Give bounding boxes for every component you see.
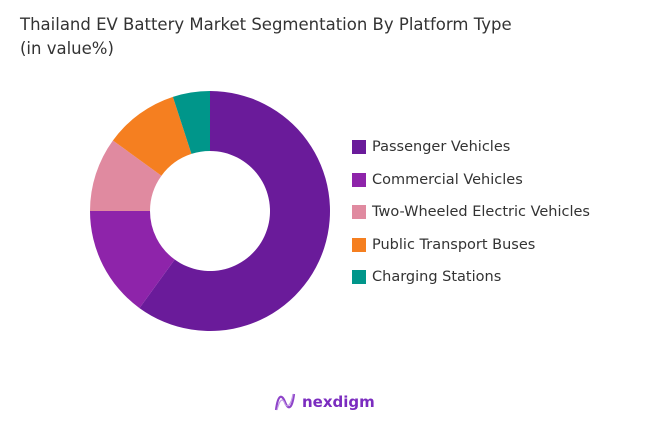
slice-charging-stations: [172, 91, 210, 154]
legend-label: Public Transport Buses: [372, 236, 536, 253]
chart-title: Thailand EV Battery Market Segmentation …: [20, 13, 512, 61]
legend-item: Public Transport Buses: [352, 229, 590, 262]
legend-swatch: [352, 172, 366, 187]
legend: Passenger Vehicles Commercial Vehicles Two…: [352, 131, 590, 294]
legend-swatch: [352, 237, 366, 252]
legend-swatch: [352, 140, 366, 155]
slice-commercial-vehicles: [90, 211, 175, 309]
slice-public-transport-buses: [112, 96, 192, 176]
legend-swatch: [352, 205, 366, 220]
title-text: Thailand EV Battery Market Segmentation …: [20, 15, 512, 34]
legend-item: Charging Stations: [352, 261, 590, 294]
logo-text: nexdigm: [302, 393, 375, 411]
logo-icon: [274, 393, 296, 411]
subtitle-text: (in value%): [20, 39, 114, 58]
legend-item: Passenger Vehicles: [352, 131, 590, 164]
slice-two-wheeled-electric-vehicles: [90, 140, 162, 211]
legend-label: Commercial Vehicles: [372, 171, 523, 188]
legend-label: Two-Wheeled Electric Vehicles: [372, 204, 590, 221]
legend-label: Charging Stations: [372, 269, 502, 286]
slice-passenger-vehicles: [139, 91, 331, 331]
legend-item: Two-Wheeled Electric Vehicles: [352, 196, 590, 229]
nexdigm-logo: nexdigm: [274, 392, 375, 412]
legend-swatch: [352, 270, 366, 285]
legend-label: Passenger Vehicles: [372, 139, 511, 156]
legend-item: Commercial Vehicles: [352, 164, 590, 197]
